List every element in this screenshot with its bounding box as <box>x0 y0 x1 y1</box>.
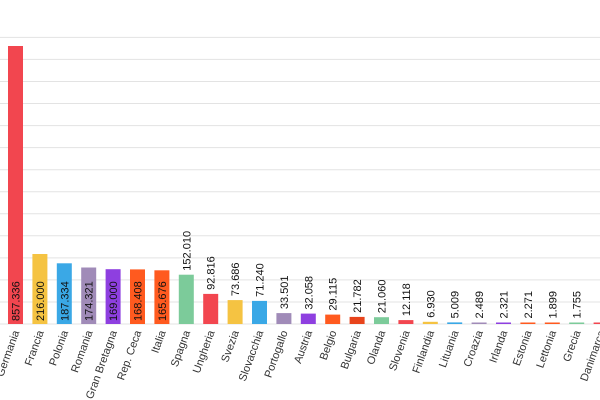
category-label: Lettonia <box>534 328 559 370</box>
value-label: 2.271 <box>523 291 535 319</box>
bar <box>300 313 316 324</box>
category-label: Ungheria <box>191 328 218 375</box>
bar <box>81 267 97 324</box>
category-label: Estonia <box>511 328 535 367</box>
value-label: 216.000 <box>35 281 47 321</box>
bar <box>325 314 341 324</box>
category-label: Lituania <box>437 328 462 369</box>
value-label: 2.321 <box>499 291 511 319</box>
value-label: 169.000 <box>108 281 120 321</box>
bar <box>178 274 194 324</box>
value-label: 12.118 <box>401 283 413 316</box>
bar <box>130 269 145 324</box>
bar <box>227 300 243 324</box>
bar <box>105 269 121 324</box>
value-label: 152.010 <box>181 231 193 271</box>
category-label: Slovenia <box>387 328 413 373</box>
category-label: Polonia <box>47 328 71 367</box>
bar <box>569 322 585 324</box>
value-label: 32.058 <box>303 276 315 310</box>
bar <box>422 321 438 324</box>
value-label: 21.060 <box>377 280 389 314</box>
category-label: Spagna <box>169 328 194 369</box>
value-label: 5.009 <box>450 291 462 319</box>
value-label: 73.686 <box>230 262 242 296</box>
category-label: Grecia <box>561 328 584 363</box>
bar <box>520 322 536 324</box>
bar <box>374 317 389 324</box>
value-label: 92.816 <box>206 256 218 290</box>
bar <box>32 254 48 324</box>
value-label: 165.676 <box>157 281 169 321</box>
category-label: Irlanda <box>488 328 511 365</box>
value-label: 71.240 <box>255 263 267 297</box>
bar <box>447 322 463 324</box>
value-label: 1.755 <box>572 291 584 319</box>
category-label: Svezia <box>219 328 242 364</box>
value-label: 2.489 <box>474 291 486 319</box>
bar <box>154 270 170 324</box>
value-label: 187.334 <box>59 281 71 321</box>
bar <box>203 293 219 324</box>
category-label: Italia <box>149 328 169 355</box>
category-label: Olanda <box>365 328 389 366</box>
value-label: 6.930 <box>425 290 437 318</box>
category-label: Croazia <box>462 328 487 369</box>
value-labels: 857.336 216.000 187.334 174.321 169.000 168.4… <box>11 231 584 321</box>
category-label: Belgio <box>318 329 340 362</box>
category-label: Austria <box>292 328 315 365</box>
bar <box>593 322 600 324</box>
bar <box>252 300 267 324</box>
bar <box>398 320 414 324</box>
bar <box>349 316 365 324</box>
category-label: Portogallo <box>262 329 290 380</box>
bar <box>496 322 511 324</box>
bars <box>8 46 600 324</box>
value-label: 29.115 <box>328 278 340 311</box>
bar <box>471 322 487 324</box>
category-label: Bulgaria <box>339 328 364 371</box>
bar <box>8 46 23 324</box>
category-label: Finlandia <box>411 328 438 375</box>
bar <box>276 313 292 324</box>
category-label: Rep. Ceca <box>115 328 144 382</box>
value-label: 1.899 <box>547 291 559 319</box>
value-label: 21.782 <box>352 279 364 313</box>
value-label: 174.321 <box>84 281 96 321</box>
value-label: 33.501 <box>279 275 291 309</box>
value-label: 857.336 <box>11 281 23 321</box>
category-label: Francia <box>23 328 47 367</box>
value-label: 168.408 <box>133 281 145 321</box>
category-label: Germania <box>0 328 23 378</box>
bar <box>544 322 560 324</box>
category-label: Romania <box>69 328 96 374</box>
bar <box>56 263 72 324</box>
